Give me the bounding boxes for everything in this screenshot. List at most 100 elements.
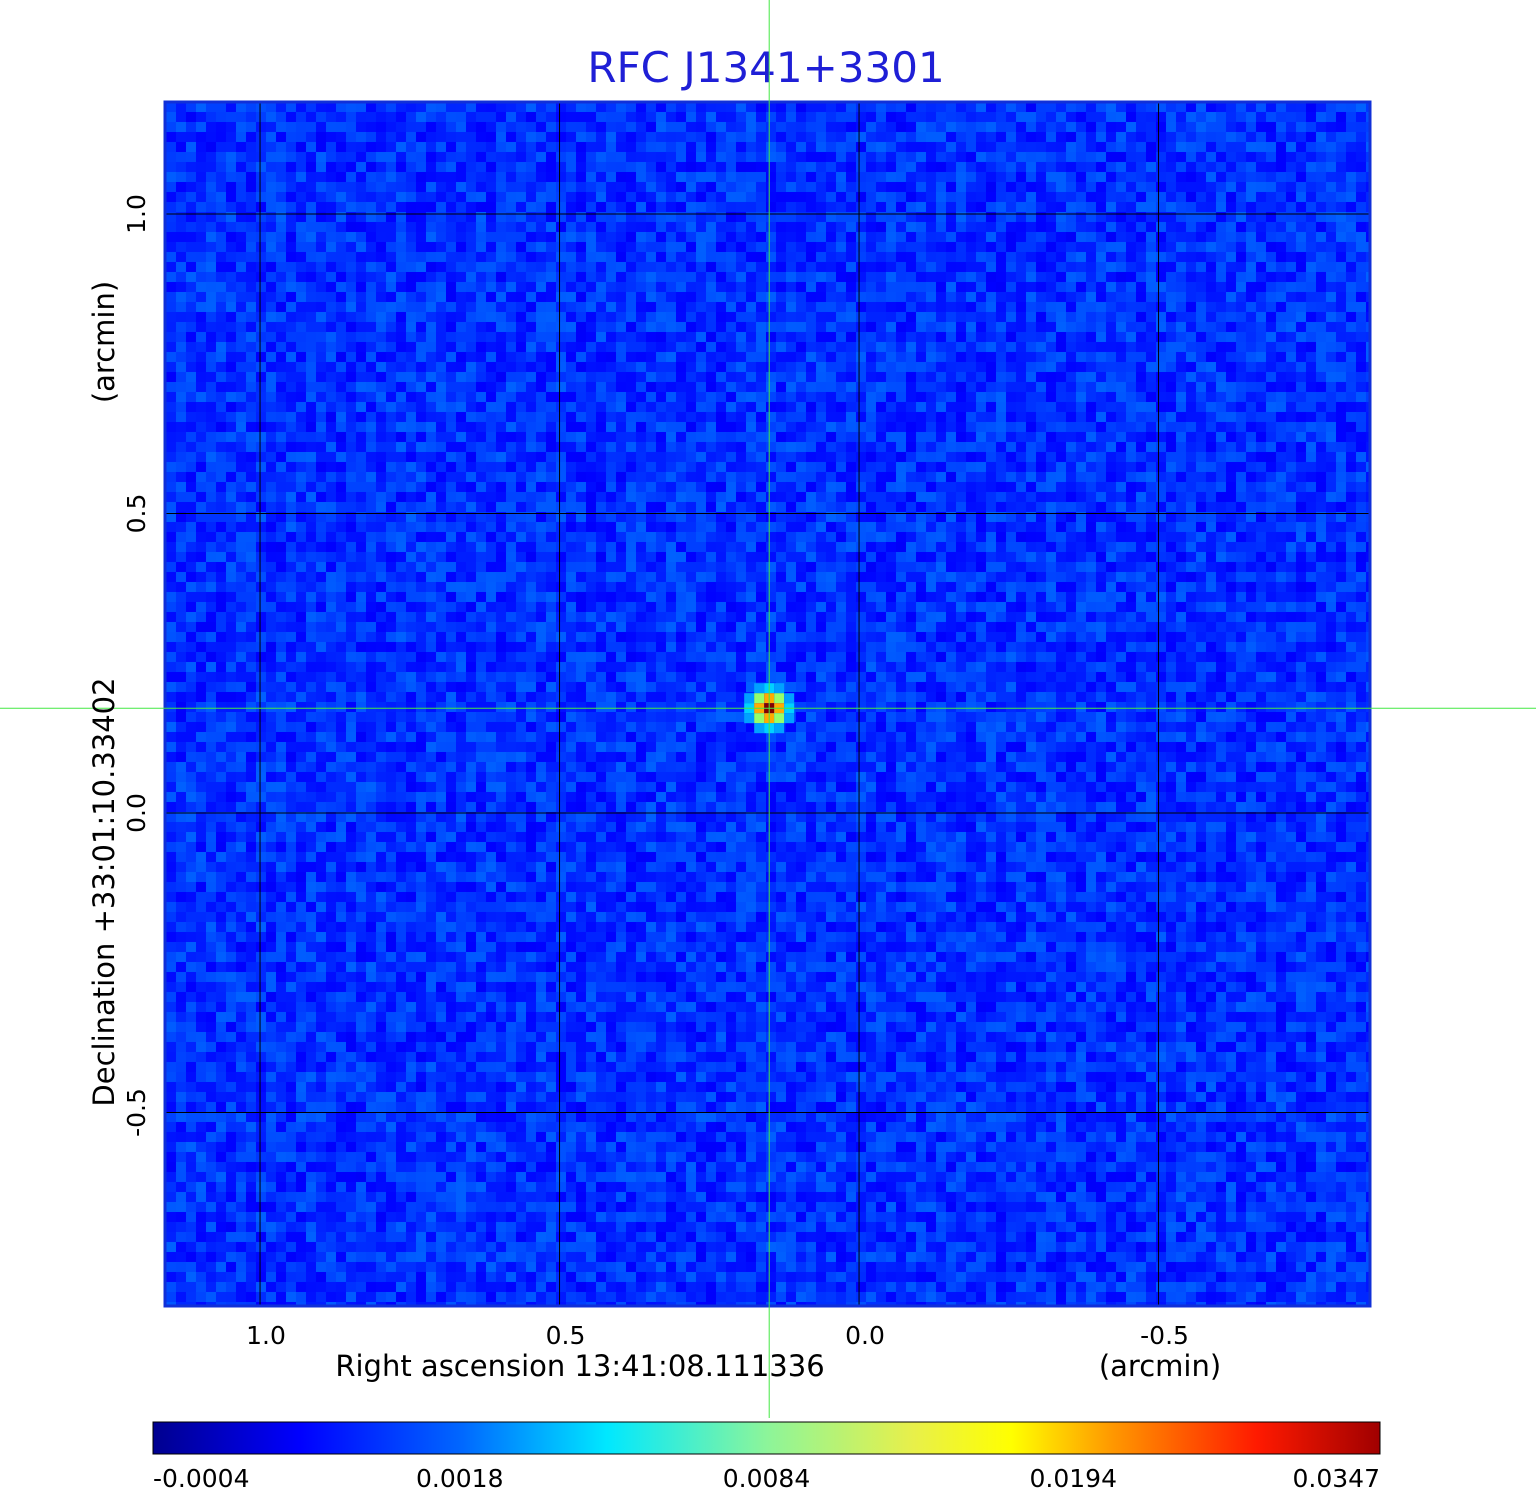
noise-pixel	[536, 482, 546, 492]
noise-pixel	[916, 182, 926, 192]
noise-pixel	[1226, 162, 1236, 172]
noise-pixel	[796, 292, 806, 302]
noise-pixel	[226, 222, 236, 232]
noise-pixel	[1176, 122, 1186, 132]
noise-pixel	[1106, 132, 1116, 142]
noise-pixel	[566, 482, 576, 492]
noise-pixel	[846, 272, 856, 282]
noise-pixel	[636, 492, 646, 502]
noise-pixel	[166, 172, 176, 182]
noise-pixel	[1116, 112, 1126, 122]
noise-pixel	[606, 272, 616, 282]
noise-pixel	[306, 322, 316, 332]
noise-pixel	[1216, 382, 1226, 392]
noise-pixel	[936, 482, 946, 492]
noise-pixel	[506, 292, 516, 302]
noise-pixel	[1036, 182, 1046, 192]
noise-pixel	[566, 282, 576, 292]
noise-pixel	[606, 412, 616, 422]
noise-pixel	[676, 272, 686, 282]
noise-pixel	[1306, 372, 1316, 382]
noise-pixel	[946, 422, 956, 432]
noise-pixel	[736, 232, 746, 242]
noise-pixel	[1246, 152, 1256, 162]
noise-pixel	[906, 432, 916, 442]
noise-pixel	[496, 402, 506, 412]
noise-pixel	[716, 362, 726, 372]
noise-pixel	[1336, 482, 1346, 492]
noise-pixel	[176, 462, 186, 472]
noise-pixel	[526, 382, 536, 392]
noise-pixel	[416, 382, 426, 392]
noise-pixel	[1296, 162, 1306, 172]
noise-pixel	[776, 142, 786, 152]
noise-pixel	[1066, 112, 1076, 122]
noise-pixel	[1096, 342, 1106, 352]
noise-pixel	[306, 142, 316, 152]
noise-pixel	[1016, 132, 1026, 142]
noise-pixel	[1296, 302, 1306, 312]
noise-pixel	[776, 292, 786, 302]
noise-pixel	[766, 212, 776, 222]
noise-pixel	[1166, 182, 1176, 192]
noise-pixel	[706, 292, 716, 302]
noise-pixel	[396, 302, 406, 312]
noise-pixel	[986, 382, 996, 392]
noise-pixel	[1276, 232, 1286, 242]
noise-pixel	[766, 392, 776, 402]
noise-pixel	[916, 372, 926, 382]
noise-pixel	[786, 302, 796, 312]
noise-pixel	[296, 422, 306, 432]
noise-pixel	[1186, 102, 1196, 112]
noise-pixel	[416, 422, 426, 432]
noise-pixel	[166, 152, 176, 162]
noise-pixel	[226, 102, 236, 112]
noise-pixel	[1046, 452, 1056, 462]
noise-pixel	[1146, 422, 1156, 432]
noise-pixel	[896, 292, 906, 302]
noise-pixel	[796, 462, 806, 472]
noise-pixel	[816, 232, 826, 242]
noise-pixel	[556, 202, 566, 212]
noise-pixel	[1286, 392, 1296, 402]
noise-pixel	[836, 442, 846, 452]
noise-pixel	[646, 122, 656, 132]
noise-pixel	[1136, 272, 1146, 282]
noise-pixel	[1286, 142, 1296, 152]
noise-pixel	[1336, 382, 1346, 392]
noise-pixel	[856, 212, 866, 222]
noise-pixel	[1186, 292, 1196, 302]
noise-pixel	[1186, 392, 1196, 402]
noise-pixel	[466, 512, 476, 522]
noise-pixel	[386, 332, 396, 342]
noise-pixel	[986, 452, 996, 462]
noise-pixel	[906, 292, 916, 302]
noise-pixel	[576, 322, 586, 332]
noise-pixel	[496, 452, 506, 462]
noise-pixel	[1236, 262, 1246, 272]
noise-pixel	[946, 432, 956, 442]
noise-pixel	[446, 312, 456, 322]
noise-pixel	[456, 322, 466, 332]
noise-pixel	[856, 502, 866, 512]
noise-pixel	[1316, 392, 1326, 402]
noise-pixel	[916, 152, 926, 162]
noise-pixel	[496, 472, 506, 482]
noise-pixel	[836, 122, 846, 132]
noise-pixel	[496, 482, 506, 492]
noise-pixel	[546, 322, 556, 332]
noise-pixel	[696, 392, 706, 402]
noise-pixel	[1006, 322, 1016, 332]
noise-pixel	[406, 182, 416, 192]
noise-pixel	[486, 162, 496, 172]
noise-pixel	[446, 142, 456, 152]
noise-pixel	[1206, 312, 1216, 322]
noise-pixel	[196, 432, 206, 442]
noise-pixel	[776, 362, 786, 372]
noise-pixel	[376, 202, 386, 212]
noise-pixel	[746, 492, 756, 502]
noise-pixel	[546, 412, 556, 422]
noise-pixel	[986, 252, 996, 262]
noise-pixel	[936, 262, 946, 272]
noise-pixel	[936, 502, 946, 512]
